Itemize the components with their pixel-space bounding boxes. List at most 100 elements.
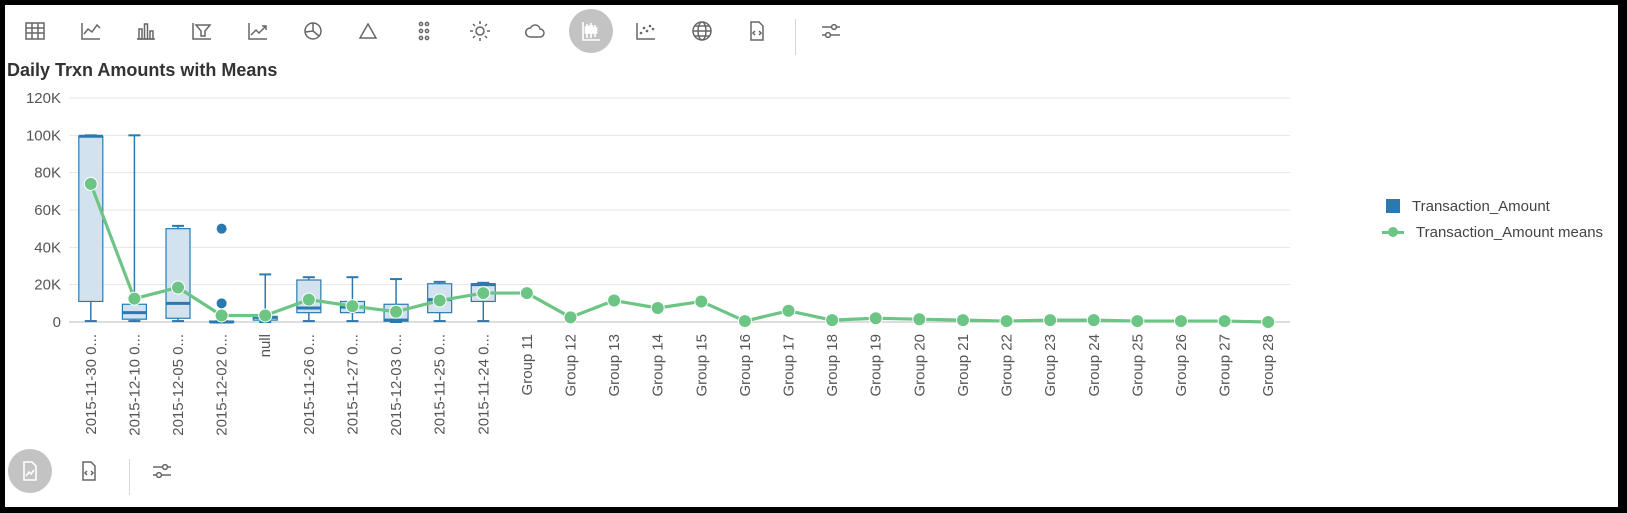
x-tick-label: Group 21 [955,334,972,397]
code-file-button[interactable] [67,449,111,493]
y-tick-label: 100K [26,127,61,144]
settings-sliders-icon [153,463,171,479]
x-tick-label: Group 12 [562,334,579,397]
mean-point [171,280,186,295]
x-tick-label: Group 22 [999,334,1016,397]
mean-point [258,308,273,323]
x-tick-label: Group 27 [1217,334,1234,397]
mean-point [1086,313,1101,328]
dots-grid-icon [418,21,430,41]
globe-button[interactable] [680,9,724,53]
settings-sliders-icon [822,23,840,39]
table-button[interactable] [13,9,57,53]
triangle-icon [358,22,378,39]
chart-image-button[interactable] [8,449,52,493]
x-tick-label: 2015-11-26 0... [301,334,318,435]
globe-icon [692,21,712,41]
toolbar-divider [795,19,796,55]
boxplot-button[interactable] [569,9,613,53]
outlier-point [216,298,227,309]
mean-point [781,303,796,318]
mean-point [1217,314,1232,329]
mean-point [563,310,578,325]
scatter-icon [636,23,655,40]
y-tick-label: 120K [26,90,61,107]
x-tick-label: 2015-12-03 0... [388,334,405,436]
code-file-icon [82,461,96,481]
sun-button[interactable] [458,9,502,53]
legend-item-transaction-amount-means[interactable]: Transaction_Amount means [1379,219,1603,245]
x-tick-label: 2015-11-30 0... [83,334,100,435]
table-icon [25,22,45,40]
mean-point [127,291,142,306]
funnel-chart-button[interactable] [180,9,224,53]
cloud-button[interactable] [513,9,557,53]
settings-sliders-button[interactable] [140,449,184,493]
legend-item-transaction-amount[interactable]: Transaction_Amount [1379,193,1603,219]
cloud-icon [525,24,545,38]
mean-point [1130,314,1145,329]
legend-swatch-line [1382,226,1404,237]
x-tick-label: 2015-11-24 0... [475,334,492,435]
pie-chart-button[interactable] [291,9,335,53]
mean-point [1173,314,1188,329]
y-tick-label: 80K [34,165,61,182]
scatter-button[interactable] [624,9,668,53]
x-tick-label: Group 24 [1086,334,1103,397]
x-tick-label: Group 25 [1129,334,1146,397]
mean-point [432,293,447,308]
mean-point [476,286,491,301]
bar-chart-button[interactable] [124,9,168,53]
x-tick-label: 2015-12-10 0... [126,334,143,436]
code-file-button[interactable] [735,9,779,53]
chart-image-icon [23,461,37,481]
legend-label: Transaction_Amount means [1416,223,1604,241]
mean-point [650,301,665,315]
mean-point [737,314,752,329]
mean-point [83,176,98,191]
code-file-icon [750,21,764,41]
x-tick-label: 2015-12-02 0... [214,334,231,436]
mean-point [912,312,927,327]
x-tick-label: 2015-12-05 0... [170,334,187,436]
x-tick-label: Group 23 [1042,334,1059,397]
toolbar-divider [129,459,130,495]
x-tick-label: Group 28 [1260,334,1277,397]
x-tick-label: Group 15 [693,334,710,397]
boxplot-icon [582,22,600,41]
mean-point [999,314,1014,329]
funnel-chart-icon [192,23,212,40]
dots-grid-button[interactable] [402,9,446,53]
pie-chart-icon [304,22,322,40]
mean-point [389,304,404,319]
sun-icon [470,21,490,41]
x-tick-label: Group 19 [868,334,885,397]
line-chart-button[interactable] [69,9,113,53]
y-tick-label: 0 [53,314,61,331]
mean-point [694,294,709,309]
trend-chart-icon [248,23,267,40]
bar-chart-icon [137,23,155,40]
x-tick-label: Group 20 [911,334,928,397]
chart-title: Daily Trxn Amounts with Means [7,60,278,80]
x-tick-label: Group 11 [519,334,536,395]
x-tick-label: Group 13 [606,334,623,397]
x-tick-label: null [257,334,274,357]
mean-point [214,308,229,323]
y-tick-label: 40K [34,239,61,256]
legend-label: Transaction_Amount [1412,197,1550,215]
mean-point [345,299,360,314]
y-tick-label: 20K [34,277,61,294]
x-tick-label: 2015-11-27 0... [344,334,361,435]
y-tick-label: 60K [34,202,61,219]
chart-panel: Daily Trxn Amounts with Means 0 20K 40K 60K… [5,5,1618,507]
trend-chart-button[interactable] [236,9,280,53]
mean-point [825,313,840,328]
boxplot-chart: 0 20K 40K 60K 80K 100K 120K 2015-11-30 0... 2015… [26,90,1290,436]
x-tick-label: Group 14 [650,334,667,397]
x-tick-label: Group 16 [737,334,754,397]
line-chart-icon [81,23,101,40]
legend-swatch-square [1386,199,1400,213]
triangle-button[interactable] [346,9,390,53]
settings-sliders-button[interactable] [809,9,853,53]
